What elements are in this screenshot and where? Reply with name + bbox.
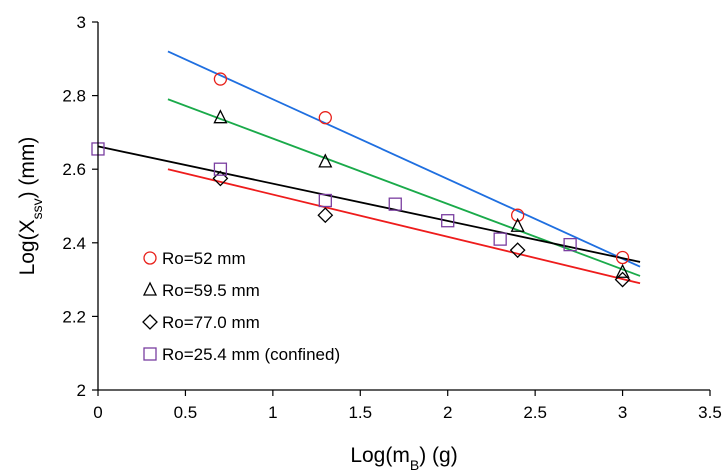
x-tick-label: 0.5 [174, 403, 198, 422]
axes [92, 21, 711, 396]
data-point [318, 193, 332, 208]
legend-marker [143, 251, 157, 265]
y-axis-title: Log(Xssv) (mm) [16, 137, 45, 276]
trend-line [97, 145, 641, 263]
data-point [614, 271, 631, 288]
data-point [441, 214, 455, 228]
y-tick-label: 2.8 [62, 87, 86, 106]
data-point [317, 207, 334, 224]
data-point [615, 263, 630, 278]
x-tick-label: 1.5 [348, 403, 372, 422]
x-tick-label: 3 [618, 403, 627, 422]
data-point [509, 242, 526, 259]
legend-marker [142, 281, 158, 296]
y-tick-label: 2.2 [62, 307, 86, 326]
x-axis-title: Log(mB) (g) [350, 444, 457, 470]
y-tick-label: 2.4 [62, 234, 86, 253]
legend-label: Ro=77.0 mm [162, 313, 260, 332]
trend-lines [97, 50, 641, 285]
legend: Ro=52 mm Ro=59.5 mm Ro=77.0 mm Ro=25.4 mm (… [142, 249, 340, 364]
data-markers [91, 72, 631, 288]
legend-label: Ro=59.5 mm [162, 281, 260, 300]
data-point [388, 197, 402, 211]
x-tick-label: 0 [93, 403, 102, 422]
data-point [213, 162, 228, 176]
data-point [212, 170, 229, 187]
tick-labels: 0 0.5 1 1.5 2 2.5 3 3.5 2 2.2 2.4 2.6 2.8 3 [62, 13, 721, 422]
trend-line [167, 98, 641, 277]
trend-line [167, 168, 641, 285]
data-point [213, 109, 228, 124]
data-point [213, 72, 228, 86]
data-point [318, 111, 332, 125]
data-point [511, 208, 525, 222]
data-point [615, 250, 630, 265]
legend-label: Ro=25.4 mm (confined) [162, 345, 340, 364]
legend-marker [142, 314, 158, 330]
data-point [510, 217, 525, 232]
legend-marker [143, 347, 157, 361]
x-tick-label: 1 [268, 403, 277, 422]
y-tick-label: 2 [77, 381, 86, 400]
data-point [318, 153, 333, 168]
y-tick-label: 3 [77, 13, 86, 32]
legend-label: Ro=52 mm [162, 249, 246, 268]
y-tick-label: 2.6 [62, 160, 86, 179]
x-tick-label: 2.5 [523, 403, 547, 422]
data-point [493, 232, 507, 246]
x-tick-label: 2 [443, 403, 452, 422]
trend-line [167, 50, 641, 268]
data-point [563, 237, 577, 252]
x-tick-label: 3.5 [698, 403, 722, 422]
